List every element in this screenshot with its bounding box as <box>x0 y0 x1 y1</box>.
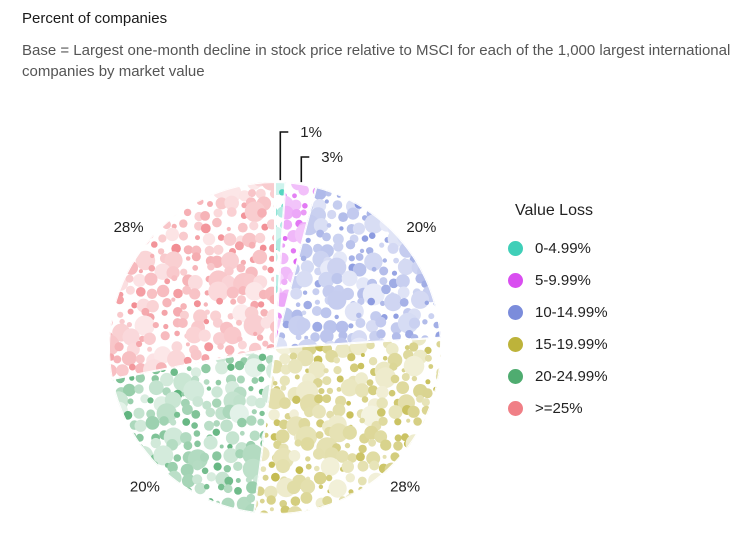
data-label-20-24-99: 20% <box>130 479 160 496</box>
legend-item-0-4-99: 0-4.99% <box>508 232 608 264</box>
legend: Value Loss 0-4.99% 5-9.99% 10-14.99% 15-19.… <box>508 202 608 424</box>
legend-label: 20-24.99% <box>535 367 608 385</box>
legend-item-15-19-99: 15-19.99% <box>508 328 608 360</box>
legend-item-5-9-99: 5-9.99% <box>508 264 608 296</box>
leader-line-0-4-99 <box>279 131 289 181</box>
legend-swatch <box>508 240 523 256</box>
legend-swatch <box>508 304 523 320</box>
leader-line-5-9-99 <box>300 156 310 183</box>
chart-title: Percent of companies <box>22 10 168 27</box>
legend-label: 10-14.99% <box>535 303 608 321</box>
legend-label: >=25% <box>535 399 583 417</box>
legend-swatch <box>508 336 523 352</box>
legend-label: 15-19.99% <box>535 335 608 353</box>
chart-subtitle: Base = Largest one-month decline in stoc… <box>22 42 731 80</box>
legend-item-10-14-99: 10-14.99% <box>508 296 608 328</box>
data-label-15-19-99: 28% <box>390 479 420 496</box>
data-label-gte-25: 28% <box>114 219 144 236</box>
legend-swatch <box>508 272 523 288</box>
legend-item-20-24-99: 20-24.99% <box>508 360 608 392</box>
legend-item-gte-25: >=25% <box>508 392 608 424</box>
legend-swatch <box>508 368 523 384</box>
data-label-5-9-99: 3% <box>321 149 343 166</box>
legend-title: Value Loss <box>515 202 593 219</box>
legend-label: 0-4.99% <box>535 239 591 257</box>
legend-label: 5-9.99% <box>535 271 591 289</box>
legend-swatch <box>508 400 523 416</box>
data-label-10-14-99: 20% <box>406 219 436 236</box>
data-label-0-4-99: 1% <box>300 124 322 141</box>
